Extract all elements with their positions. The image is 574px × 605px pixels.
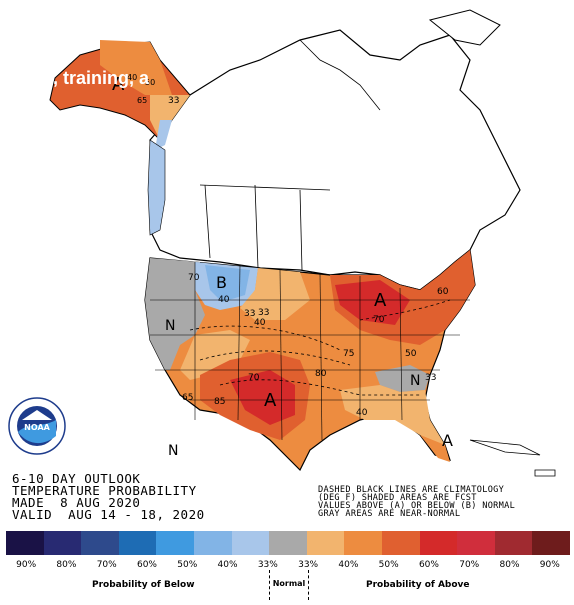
probability-legend-percents: 90% 80% 70% 60% 50% 40% 33% 33% 40% 50% 60% 70% 80% 9… — [6, 560, 570, 570]
legend-percent: 70% — [96, 560, 117, 570]
legend-percent: 50% — [378, 560, 399, 570]
svg-text:65: 65 — [137, 96, 147, 105]
svg-text:50: 50 — [145, 78, 155, 87]
svg-text:40: 40 — [254, 318, 266, 328]
svg-text:80: 80 — [315, 369, 327, 379]
outlook-made-date: MADE 8 AUG 2020 — [12, 495, 141, 510]
legend-percent: 80% — [56, 560, 77, 570]
below-legend-title: Probability of Below — [92, 580, 195, 590]
svg-text:33: 33 — [258, 308, 269, 318]
legend-swatch — [43, 531, 82, 555]
legend-swatch — [344, 531, 382, 555]
legend-swatch — [269, 531, 307, 555]
svg-text:33: 33 — [425, 373, 436, 383]
svg-text:70: 70 — [248, 373, 260, 383]
legend-swatch — [118, 531, 157, 555]
note-line: (DEG F) SHADED AREAS ARE FCST — [318, 493, 477, 503]
outlook-valid-range: VALID AUG 14 - 18, 2020 — [12, 507, 205, 522]
legend-swatch — [494, 531, 533, 555]
legend-swatch — [193, 531, 232, 555]
legend-percent: 40% — [338, 560, 359, 570]
probability-legend-bar — [6, 531, 570, 555]
west-normal-label: N — [165, 318, 175, 334]
legend-swatch — [457, 531, 495, 555]
southeast-normal-label: N — [410, 373, 420, 389]
legend-swatch — [419, 531, 458, 555]
svg-text:65: 65 — [182, 393, 193, 403]
svg-text:70: 70 — [188, 273, 200, 283]
legend-percent: 60% — [136, 560, 157, 570]
svg-text:N: N — [168, 443, 178, 459]
alaska-above-label: A — [112, 74, 125, 95]
legend-percent: 60% — [418, 560, 439, 570]
note-line: DASHED BLACK LINES ARE CLIMATOLOGY — [318, 485, 505, 495]
normal-legend-title: Normal — [269, 570, 309, 600]
outlook-info: 6-10 DAY OUTLOOK TEMPERATURE PROBABILITY… — [12, 471, 205, 522]
svg-text:NOAA: NOAA — [24, 423, 50, 432]
legend-percent: 40% — [217, 560, 238, 570]
svg-text:75: 75 — [343, 349, 354, 359]
legend-percent: 33% — [257, 560, 278, 570]
svg-text:85: 85 — [214, 397, 225, 407]
canada-land — [149, 29, 521, 291]
florida-above-label: A — [442, 431, 453, 450]
svg-text:40: 40 — [356, 408, 368, 418]
svg-text:70: 70 — [373, 315, 385, 325]
legend-percent: 80% — [499, 560, 520, 570]
note-line: GRAY AREAS ARE NEAR-NORMAL — [318, 509, 461, 519]
legend-percent: 90% — [16, 560, 37, 570]
svg-text:33: 33 — [244, 309, 255, 319]
note-line: VALUES ABOVE (A) OR BELOW (B) NORMAL — [318, 501, 516, 511]
legend-swatch — [156, 531, 194, 555]
above-legend-title: Probability of Above — [366, 580, 470, 590]
svg-text:50: 50 — [405, 349, 417, 359]
noaa-logo: NOAA — [8, 397, 66, 455]
legend-swatch — [6, 531, 44, 555]
outlook-type: TEMPERATURE PROBABILITY — [12, 483, 197, 498]
legend-percent: 50% — [177, 560, 198, 570]
legend-swatch — [532, 531, 570, 555]
west-below-label: B — [216, 273, 227, 292]
legend-percent: 90% — [539, 560, 560, 570]
svg-text:33: 33 — [168, 96, 179, 106]
legend-swatch — [306, 531, 345, 555]
legend-swatch — [381, 531, 420, 555]
svg-text:60: 60 — [437, 287, 449, 297]
svg-text:40: 40 — [127, 73, 137, 82]
map-notes: DASHED BLACK LINES ARE CLIMATOLOGY (DEG … — [318, 485, 516, 519]
svg-text:40: 40 — [218, 295, 230, 305]
overlay-text: n, training, a — [42, 68, 150, 88]
greatlakes-above-label: A — [374, 290, 387, 311]
southwest-above-label: A — [264, 390, 277, 411]
outlook-title: 6-10 DAY OUTLOOK — [12, 471, 141, 486]
temperature-outlook-map: A 40 50 65 33 B 70 40 33 33 40 N N A 70 … — [8, 9, 556, 477]
legend-swatch — [81, 531, 119, 555]
legend-percent: 70% — [459, 560, 480, 570]
legend-percent: 33% — [298, 560, 319, 570]
legend-swatch — [231, 531, 270, 555]
